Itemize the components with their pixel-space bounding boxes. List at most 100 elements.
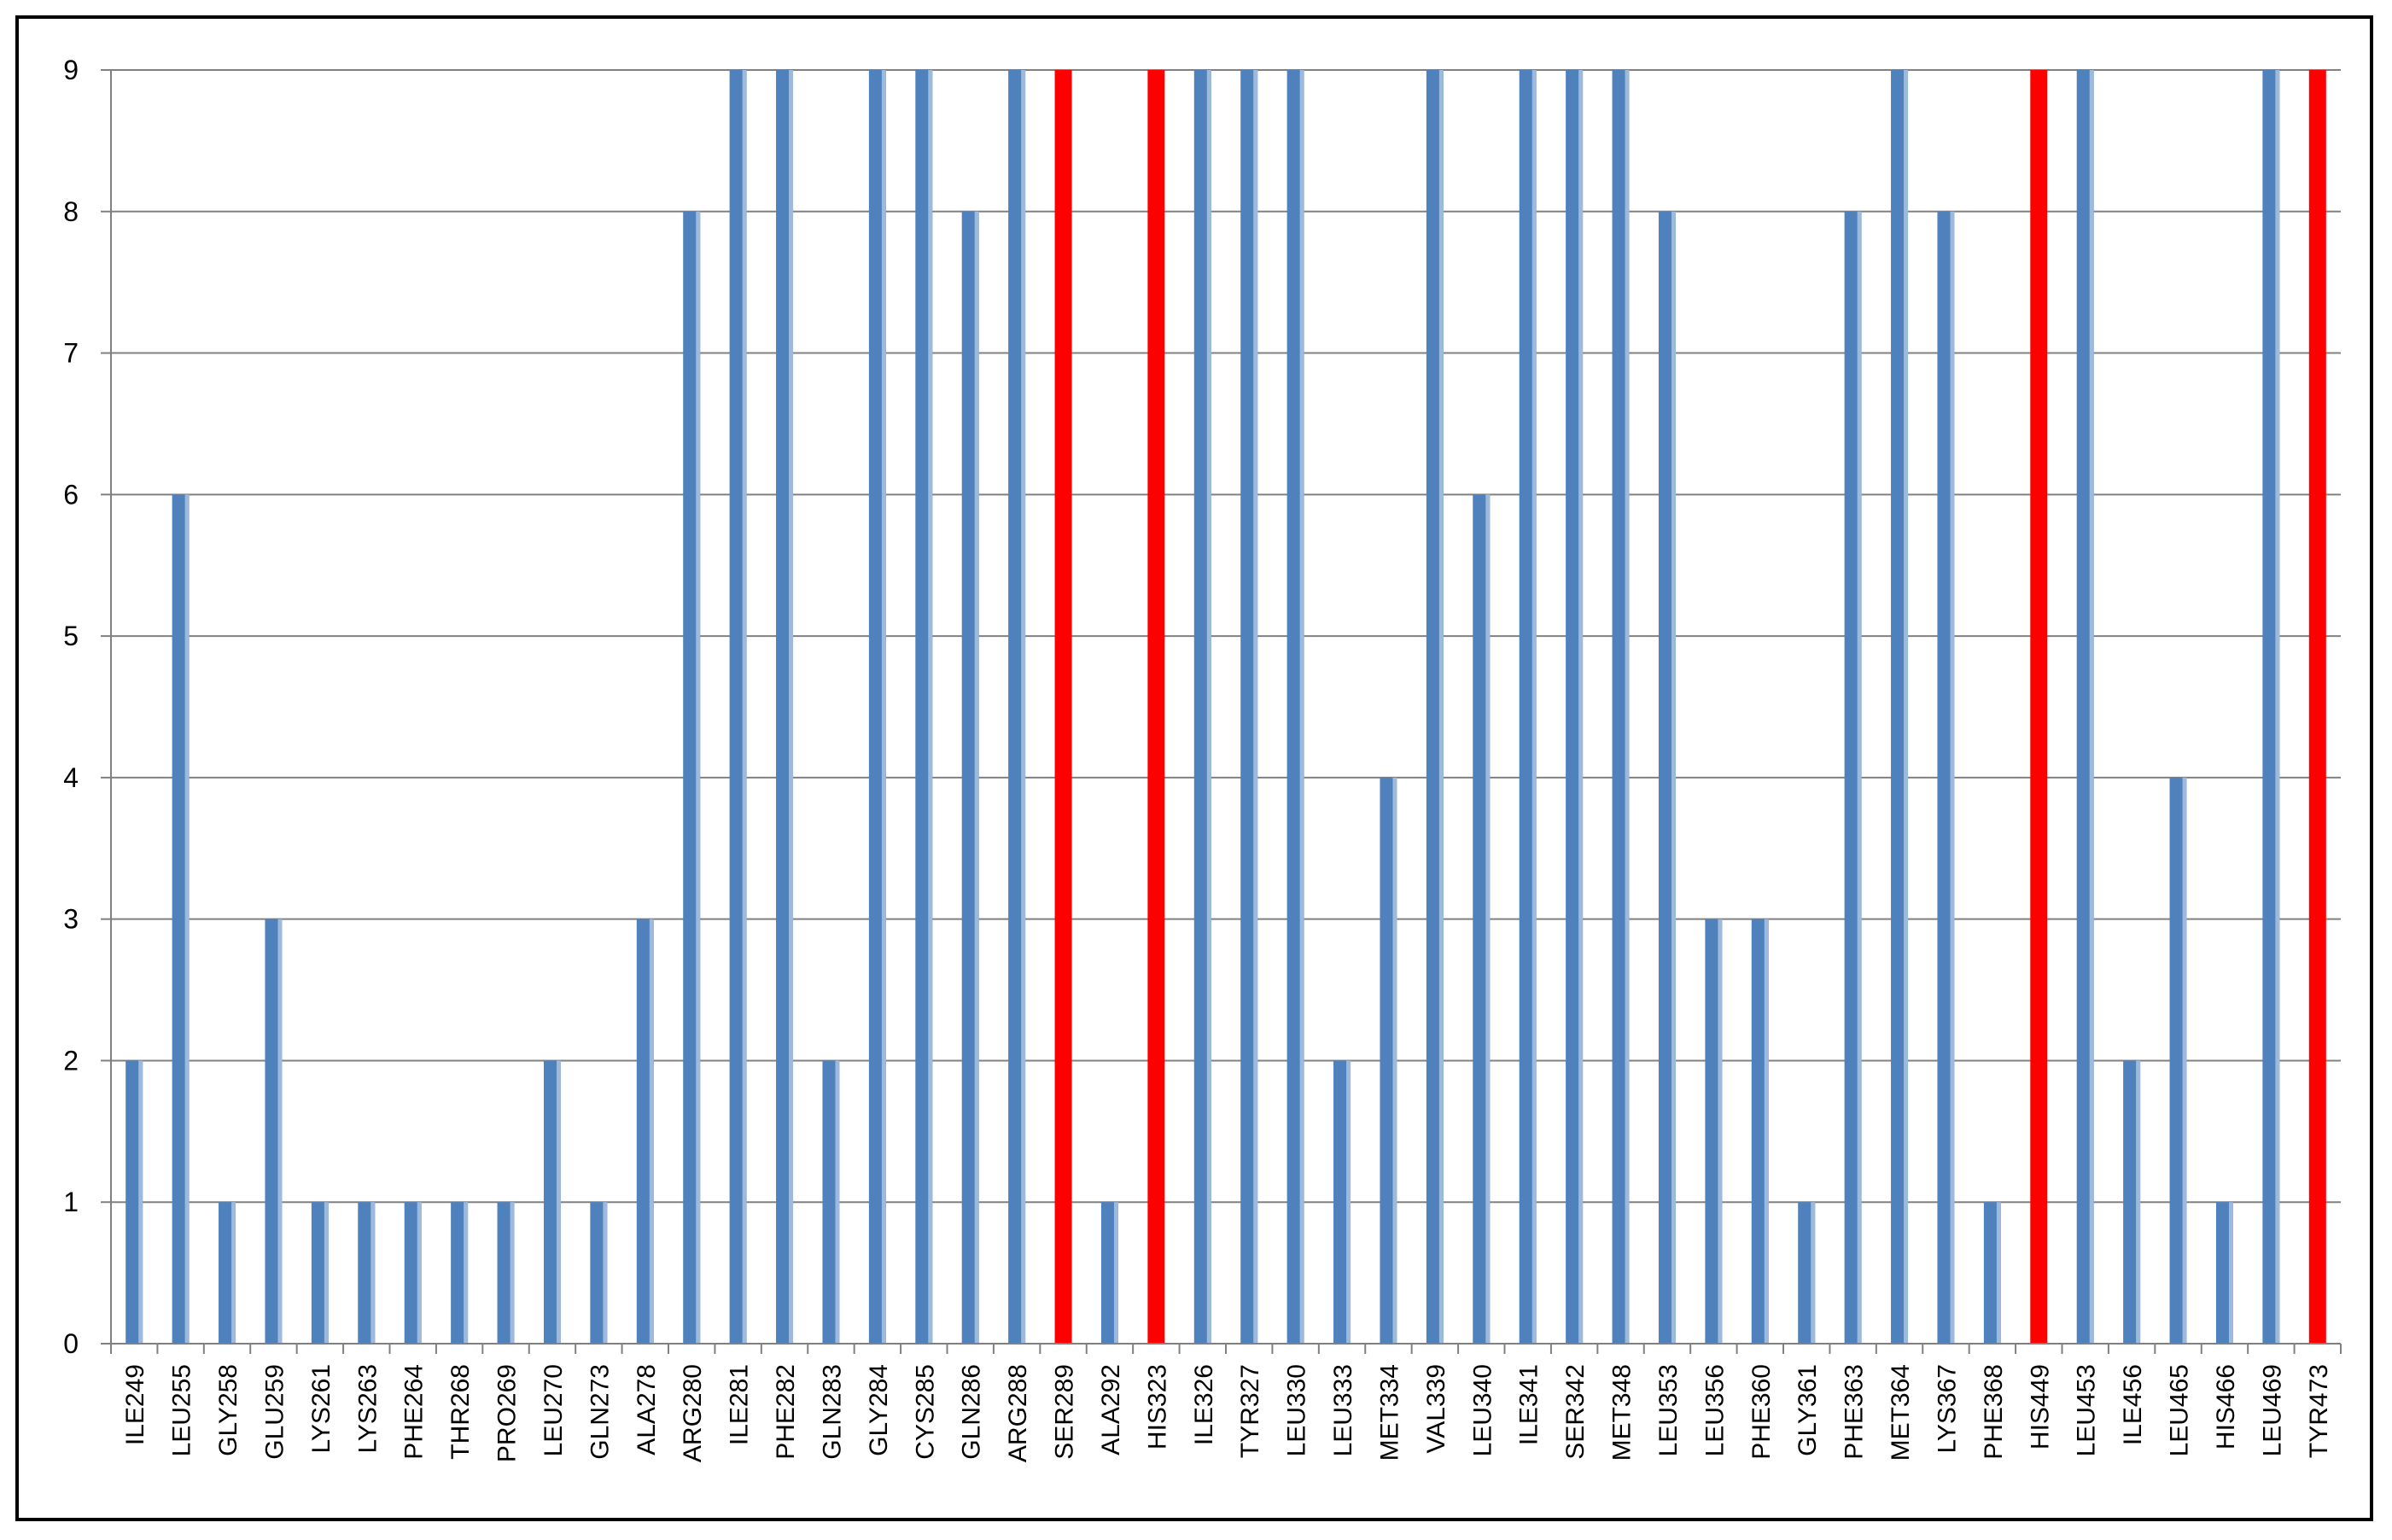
bar-shade-phe282 [789,70,794,1344]
bar-shade-met348 [1625,70,1630,1344]
bar-shade-leu340 [1485,494,1491,1344]
x-tick-label: MET348 [1608,1364,1636,1461]
x-tick-label: LEU340 [1468,1364,1496,1456]
x-tick-label: LYS367 [1933,1364,1961,1454]
bar-shade-ile281 [742,70,747,1344]
y-tick-label: 7 [63,338,79,369]
bar-shade-met334 [1392,777,1397,1344]
x-tick-label: GLU259 [260,1364,289,1460]
y-tick-label: 1 [63,1187,79,1217]
bar-shade-leu333 [1346,1060,1351,1344]
x-tick-label: TYR327 [1236,1364,1264,1458]
bar-shade-ile326 [1206,70,1211,1344]
y-tick-labels: 0 1 2 3 4 5 6 7 8 9 [63,55,79,1359]
x-tick-label: LYS263 [353,1364,382,1454]
bar-shade-leu469 [2275,70,2280,1344]
bar-shade-gln286 [974,211,979,1344]
x-tick-label: MET334 [1375,1364,1403,1461]
x-tick-label: LEU453 [2073,1364,2101,1456]
x-tick-label: PRO269 [493,1364,522,1462]
y-tick-label: 9 [63,55,79,85]
y-tick-label: 6 [63,479,79,510]
y-tick-label: 5 [63,621,79,651]
x-tick-label: LEU353 [1654,1364,1683,1456]
x-tick-label: GLY284 [865,1364,893,1456]
x-tick-label: VAL339 [1422,1364,1450,1454]
bar-shade-val339 [1438,70,1444,1344]
bar-shade-arg288 [1021,70,1026,1344]
bars [125,70,2326,1344]
x-tick-label: ARG288 [1004,1364,1032,1462]
bar-shade-his466 [2228,1202,2233,1344]
x-tick-label: SER342 [1561,1364,1590,1460]
bar-ser289 [1054,70,1072,1344]
bar-shade-arg280 [696,211,701,1344]
bar-shade-ile456 [2136,1060,2141,1344]
x-tick-label: THR268 [446,1364,475,1460]
y-tick-label: 2 [63,1045,79,1076]
bar-shade-phe363 [1857,211,1862,1344]
axes [101,69,2342,1354]
bar-shade-met364 [1904,70,1909,1344]
y-tick-label: 3 [63,904,79,935]
bar-his449 [2030,70,2048,1344]
x-tick-label: ALA278 [633,1364,661,1455]
x-tick-label: LEU330 [1283,1364,1311,1456]
bar-shade-leu330 [1299,70,1304,1344]
bar-his323 [1147,70,1165,1344]
x-tick-label: ILE249 [121,1364,149,1445]
x-tick-label: HIS449 [2026,1364,2054,1450]
y-tick-label: 0 [63,1328,79,1359]
x-tick-label: PHE368 [1980,1364,2008,1460]
x-tick-labels: ILE249 LEU255 GLY258 GLU259 LYS261 LYS263 PHE2… [121,1364,2333,1462]
bar-shade-ala292 [1113,1202,1118,1344]
bar-shade-gly258 [231,1202,236,1344]
x-tick-label: ARG280 [679,1364,707,1462]
bar-shade-phe368 [1996,1202,2001,1344]
x-tick-label: LEU333 [1329,1364,1357,1456]
bar-shade-ile249 [138,1060,143,1344]
bar-shade-gly284 [881,70,886,1344]
x-tick-label: PHE264 [400,1364,429,1460]
x-tick-label: PHE360 [1747,1364,1776,1460]
x-tick-label: PHE282 [772,1364,800,1460]
bar-tyr473 [2308,70,2326,1344]
bar-shade-tyr327 [1253,70,1258,1344]
bar-shade-leu356 [1718,919,1723,1344]
bar-shade-lys263 [370,1202,376,1344]
y-tick-label: 8 [63,196,79,227]
bar-shade-leu353 [1671,211,1676,1344]
x-tick-label: SER289 [1051,1364,1079,1460]
bar-shade-pro269 [510,1202,515,1344]
bar-shade-gln273 [603,1202,608,1344]
bar-shade-ile341 [1531,70,1537,1344]
x-tick-label: LEU270 [540,1364,568,1456]
bar-shade-phe264 [417,1202,422,1344]
x-tick-label: GLN283 [818,1364,846,1460]
x-tick-label: HIS466 [2212,1364,2240,1450]
bar-shade-ser342 [1578,70,1584,1344]
x-tick-label: LEU469 [2258,1364,2286,1456]
bar-shade-gln283 [835,1060,840,1344]
bar-shade-lys367 [1950,211,1955,1344]
x-tick-label: GLY258 [214,1364,242,1456]
bar-shade-leu465 [2182,777,2187,1344]
x-tick-label: PHE363 [1841,1364,1869,1460]
bar-shade-lys261 [324,1202,329,1344]
x-tick-label: ILE281 [726,1364,754,1445]
x-tick-label: ILE341 [1515,1364,1543,1445]
x-tick-label: HIS323 [1143,1364,1171,1450]
bar-shade-leu255 [184,494,190,1344]
x-tick-label: LYS261 [307,1364,335,1454]
x-tick-label: ILE456 [2119,1364,2147,1445]
bar-shade-thr268 [464,1202,469,1344]
x-tick-label: GLN273 [586,1364,614,1460]
bar-shade-glu259 [277,919,283,1344]
bar-shade-leu453 [2089,70,2094,1344]
x-tick-label: LEU255 [168,1364,196,1456]
x-tick-label: LEU465 [2166,1364,2194,1456]
y-tick-label: 4 [63,762,79,793]
x-tick-label: GLY361 [1794,1364,1822,1456]
bar-shade-gly361 [1811,1202,1816,1344]
